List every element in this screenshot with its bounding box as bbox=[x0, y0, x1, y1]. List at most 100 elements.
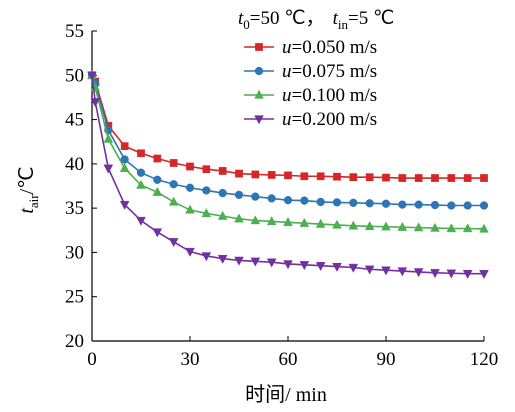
series-3-point bbox=[364, 220, 375, 230]
legend-label-symbol: u bbox=[282, 109, 292, 130]
legend: u=0.050 m/su=0.075 m/su=0.100 m/su=0.200… bbox=[244, 37, 377, 130]
series-1-point bbox=[300, 172, 309, 181]
axes: 20 25 30 35 40 45 50 55 0 30 60 90 120 bbox=[65, 21, 498, 370]
series-2-point bbox=[283, 196, 293, 205]
series-4-point bbox=[250, 257, 261, 267]
condition-t0-value: =50 ℃， bbox=[250, 8, 325, 29]
series-1-point bbox=[316, 172, 325, 181]
series-3-point bbox=[234, 213, 244, 223]
series-3-point bbox=[397, 221, 408, 231]
series-3-point bbox=[168, 196, 179, 206]
condition-tin-symbol: t bbox=[333, 8, 339, 29]
series-2-point bbox=[349, 198, 358, 207]
series-4-point bbox=[119, 200, 130, 210]
series-1-point bbox=[218, 167, 227, 175]
series-4-point bbox=[136, 216, 146, 226]
series-2-point bbox=[153, 175, 162, 184]
series-3-point bbox=[250, 215, 261, 225]
series-4-point bbox=[90, 98, 101, 108]
legend-swatch-marker bbox=[254, 89, 264, 99]
x-tick-label: 60 bbox=[279, 349, 298, 370]
x-tick-label: 0 bbox=[87, 349, 97, 370]
series-4-point bbox=[348, 263, 359, 273]
series-3-point bbox=[217, 210, 228, 220]
y-tick-label: 55 bbox=[65, 21, 84, 42]
y-tick-label: 25 bbox=[65, 287, 84, 308]
series-2-point bbox=[251, 192, 260, 201]
series-4-point bbox=[332, 262, 342, 272]
series-4-point bbox=[381, 266, 391, 276]
series-1-point bbox=[463, 174, 472, 182]
series-4-point bbox=[299, 261, 310, 271]
series-1-point bbox=[169, 159, 178, 167]
series-3-point bbox=[348, 220, 359, 230]
series-4-point bbox=[87, 71, 97, 81]
series-2-point bbox=[267, 194, 276, 203]
series-3-point bbox=[315, 218, 326, 228]
series-1-point bbox=[480, 174, 488, 182]
y-axis-label-sub: air bbox=[26, 194, 41, 208]
legend-label-value: =0.200 m/s bbox=[292, 109, 378, 130]
series-2-point bbox=[398, 200, 407, 209]
series-3-point bbox=[381, 221, 391, 231]
series-3-point bbox=[462, 223, 473, 233]
series-2-point bbox=[234, 190, 244, 200]
series-1-point bbox=[333, 172, 341, 181]
series-1-point bbox=[153, 154, 162, 163]
series-1-point bbox=[382, 173, 390, 182]
series-2-point bbox=[218, 188, 227, 198]
series-3 bbox=[87, 69, 489, 233]
series-4-point bbox=[413, 268, 424, 278]
series-2-point bbox=[463, 201, 472, 210]
legend-swatch-marker bbox=[254, 66, 264, 76]
series-4-point bbox=[201, 252, 212, 262]
series-4-point bbox=[152, 228, 163, 238]
series-2-point bbox=[332, 198, 342, 207]
series-4-point bbox=[462, 270, 473, 280]
series-3-point bbox=[413, 222, 424, 232]
series-4-point bbox=[364, 265, 375, 275]
y-axis-label-unit: /℃ bbox=[16, 166, 38, 194]
series-4-point bbox=[283, 260, 293, 270]
series-1-point bbox=[235, 169, 243, 178]
legend-label-symbol: u bbox=[282, 85, 292, 106]
legend-swatch-marker bbox=[254, 115, 264, 125]
legend-label-symbol: u bbox=[282, 61, 292, 82]
series-2-point bbox=[414, 200, 423, 209]
legend-item-1: u=0.050 m/s bbox=[244, 37, 377, 58]
series-1-point bbox=[431, 174, 439, 182]
series-3-point bbox=[332, 219, 342, 229]
condition-text: t0=50 ℃， tin=5 ℃ bbox=[238, 8, 394, 32]
legend-label-symbol: u bbox=[282, 37, 292, 58]
series-3-point bbox=[430, 222, 440, 232]
x-axis-label: 时间/ min bbox=[245, 383, 327, 406]
legend-label: u=0.075 m/s bbox=[282, 61, 377, 82]
series-2-point bbox=[430, 200, 440, 210]
x-tick-label: 30 bbox=[181, 349, 200, 370]
condition-t0-sub: 0 bbox=[243, 17, 250, 32]
series-3-point bbox=[266, 216, 277, 226]
series-3-point bbox=[152, 186, 163, 196]
series-4-point bbox=[217, 254, 228, 264]
series-1-point bbox=[186, 162, 194, 171]
series-4-point bbox=[266, 258, 277, 268]
series-3-point bbox=[446, 223, 457, 233]
series-4-point bbox=[479, 270, 489, 280]
series-4 bbox=[87, 71, 489, 280]
series-4-point bbox=[315, 262, 326, 272]
series-1-point bbox=[202, 165, 211, 174]
condition-t0-symbol: t bbox=[238, 8, 244, 29]
series-3-point bbox=[119, 162, 130, 172]
series-2-point bbox=[316, 197, 325, 207]
series-4-point bbox=[185, 247, 195, 257]
series-2-point bbox=[479, 201, 489, 210]
series-4-point bbox=[234, 256, 244, 266]
series-2-point bbox=[202, 186, 211, 195]
series-1-point bbox=[398, 174, 407, 182]
y-tick-label: 35 bbox=[65, 198, 84, 219]
y-tick-label: 20 bbox=[65, 331, 84, 352]
x-tick-label: 90 bbox=[377, 349, 396, 370]
y-tick-label: 40 bbox=[65, 154, 84, 175]
series-4-point bbox=[446, 269, 457, 279]
